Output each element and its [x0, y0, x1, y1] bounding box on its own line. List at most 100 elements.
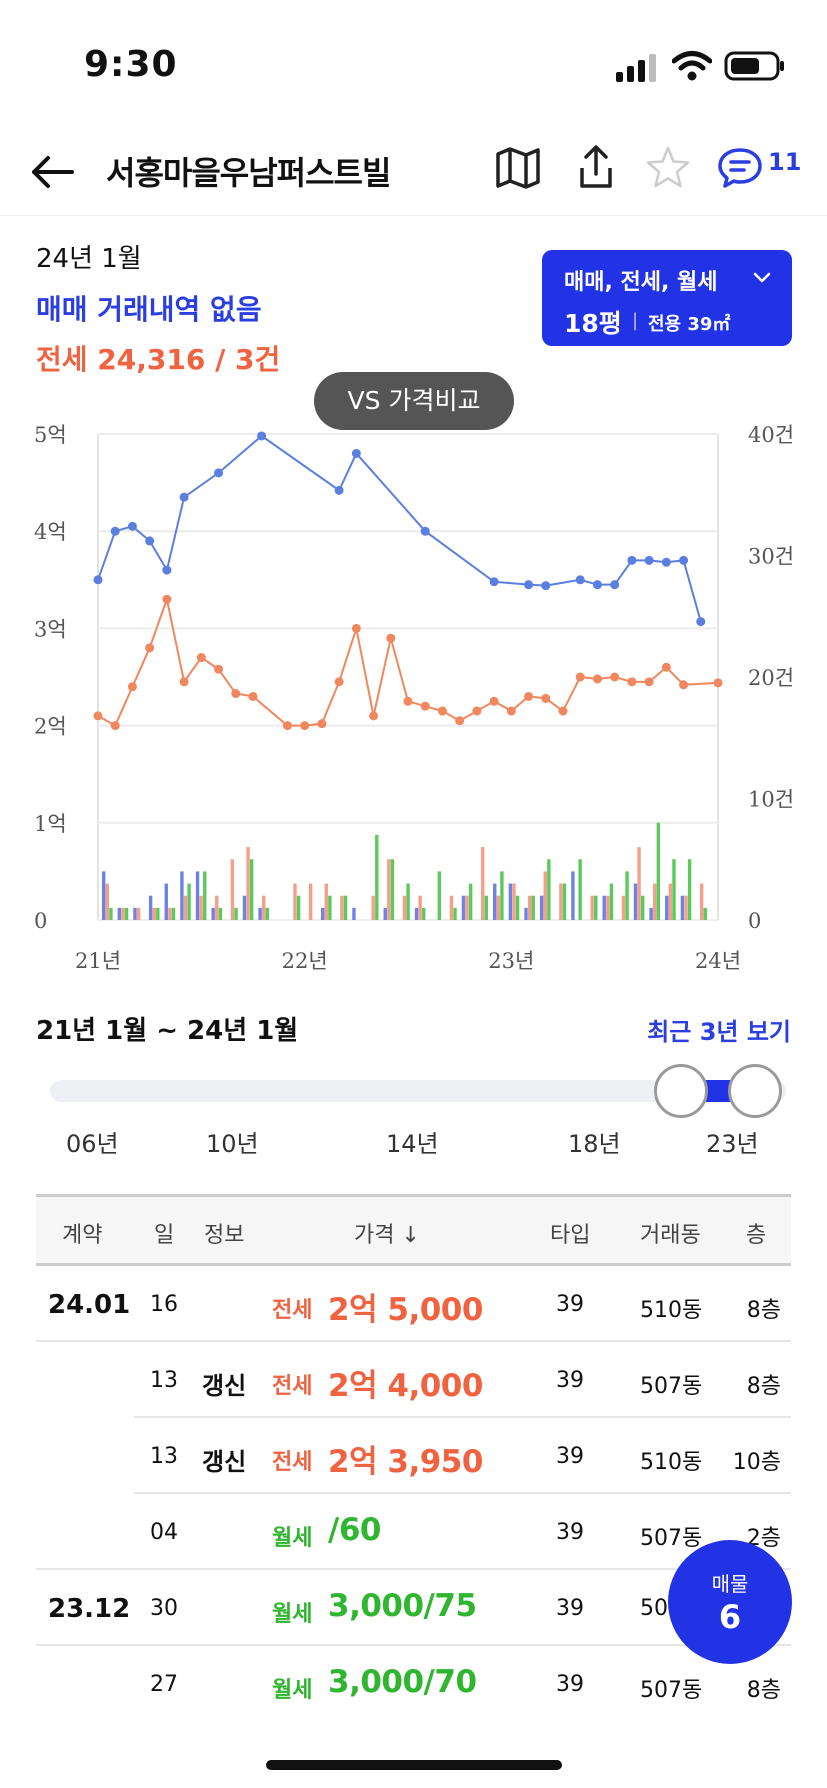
price-point [248, 691, 258, 701]
price-point [127, 521, 137, 531]
volume-bar [211, 907, 215, 920]
volume-bar [594, 895, 598, 920]
col-type[interactable]: 타입 [550, 1223, 591, 1248]
volume-bar [562, 883, 567, 920]
volume-bar [102, 871, 106, 920]
period-slider-end-handle[interactable] [728, 1064, 782, 1118]
price-point [93, 711, 103, 721]
table-row[interactable]: 04 월세 /60 39 507동 2층 [36, 1494, 791, 1570]
volume-bar [653, 883, 657, 920]
col-day[interactable]: 일 [154, 1223, 175, 1248]
price-point [575, 672, 585, 682]
table-row[interactable]: 27 월세 3,000/70 39 507동 8층 [36, 1646, 791, 1722]
row-divider [134, 1492, 791, 1494]
row-type: 39 [556, 1672, 584, 1697]
row-kind: 월세 [272, 1526, 313, 1551]
summary-jeonse: 전세 24,316 / 3건 [36, 343, 281, 376]
wifi-icon [672, 51, 712, 81]
row-floor: 8층 [746, 1298, 781, 1323]
y-right-tick-label: 20건 [748, 666, 794, 690]
transaction-table-header: 계약 일 정보 가격 ↓ 타입 거래동 층 [36, 1194, 791, 1266]
table-row[interactable]: 24.01 16 전세 2억 5,000 39 510동 8층 [36, 1266, 791, 1342]
price-point [127, 682, 137, 692]
price-point [110, 721, 120, 731]
price-point [300, 721, 310, 731]
y-right-tick-label: 40건 [748, 423, 794, 447]
table-row[interactable]: 13 갱신 전세 2억 4,000 39 507동 8층 [36, 1342, 791, 1418]
volume-bar [249, 859, 254, 920]
price-point [610, 580, 620, 590]
price-point [214, 468, 224, 478]
volume-bar [133, 907, 137, 920]
col-dong[interactable]: 거래동 [640, 1223, 701, 1248]
volume-bar [242, 895, 247, 920]
col-price[interactable]: 가격 ↓ [354, 1223, 420, 1248]
price-point [644, 677, 654, 687]
price-point [420, 526, 430, 536]
row-divider [36, 1568, 791, 1570]
price-point [162, 565, 172, 575]
row-type: 39 [556, 1368, 584, 1393]
price-point [214, 664, 224, 674]
volume-bar [461, 895, 466, 920]
period-slider-start-handle[interactable] [654, 1064, 708, 1118]
col-floor[interactable]: 층 [746, 1223, 767, 1248]
volume-bar [414, 907, 419, 920]
listings-fab-button[interactable]: 매물 6 [668, 1540, 792, 1664]
price-point [179, 492, 189, 502]
row-kind: 월세 [272, 1602, 313, 1627]
row-dong: 507동 [640, 1678, 703, 1703]
price-point [713, 678, 723, 688]
status-time: 9:30 [84, 44, 178, 85]
volume-bar [684, 895, 688, 920]
back-arrow-icon[interactable] [28, 150, 76, 194]
price-point [351, 623, 361, 633]
volume-bar [465, 895, 469, 920]
volume-bar [293, 883, 297, 920]
table-row[interactable]: 13 갱신 전세 2억 3,950 39 510동 10층 [36, 1418, 791, 1494]
volume-bar [246, 847, 250, 920]
price-point [661, 662, 671, 672]
chat-count: 11 [768, 148, 802, 176]
fab-label: 매물 [711, 1572, 749, 1596]
row-dong: 507동 [640, 1374, 703, 1399]
volume-bar [665, 895, 669, 920]
slider-tick: 18년 [568, 1130, 621, 1158]
volume-bar [187, 883, 191, 920]
vs-compare-button[interactable]: VS 가격비교 [314, 372, 514, 430]
favorite-star-icon[interactable] [642, 142, 694, 194]
share-icon[interactable] [570, 142, 622, 194]
volume-bar [121, 907, 125, 920]
y-left-tick-label: 4억 [34, 520, 67, 544]
map-icon[interactable] [492, 142, 544, 194]
volume-bar [422, 907, 426, 920]
col-contract[interactable]: 계약 [62, 1223, 103, 1248]
volume-bar [480, 847, 485, 920]
deal-type-filter-button[interactable]: 매매, 전세, 월세 18평 | 전용 39㎡ [542, 250, 792, 346]
price-point [627, 555, 637, 565]
price-point [110, 526, 120, 536]
volume-bar [672, 859, 676, 920]
price-point [506, 706, 516, 716]
price-point [420, 701, 430, 711]
price-point [696, 617, 706, 627]
y-left-tick-label: 0 [34, 909, 47, 933]
table-row[interactable]: 23.12 30 월세 3,000/75 39 50 [36, 1570, 791, 1646]
filter-exclusive-area: 전용 39㎡ [648, 314, 731, 335]
chat-icon[interactable] [714, 142, 766, 194]
price-point [541, 581, 551, 591]
volume-bar [218, 907, 223, 920]
volume-bar [539, 895, 544, 920]
page-title: 서홍마을우남퍼스트빌 [106, 154, 391, 192]
home-indicator[interactable] [266, 1760, 562, 1770]
volume-bar [402, 895, 407, 920]
price-chart[interactable]: 0 1억 2억 3억 4억 5억 0 10건 20건 30건 40건 21년 22년 23년 24년 [0, 400, 827, 990]
volume-bar [578, 859, 582, 920]
volume-bar [296, 895, 301, 920]
volume-bar [437, 871, 442, 920]
recent-3-years-link[interactable]: 최근 3년 보기 [647, 1018, 791, 1046]
period-slider-track[interactable] [50, 1080, 786, 1102]
col-info[interactable]: 정보 [204, 1223, 245, 1248]
volume-bar [168, 907, 172, 920]
volume-bar [468, 883, 473, 920]
